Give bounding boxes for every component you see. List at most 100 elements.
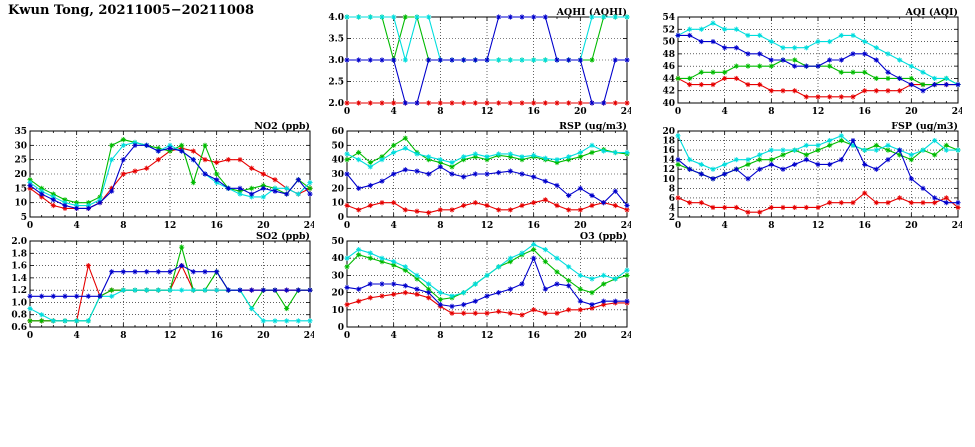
y-tick-label: 2.0 <box>11 237 27 247</box>
x-tick-label: 24 <box>952 107 962 117</box>
x-tick-label: 12 <box>481 107 494 117</box>
y-tick-label: 10 <box>331 306 344 316</box>
y-tick-label: 0.8 <box>11 311 27 321</box>
series-line-red <box>29 147 311 209</box>
y-tick-label: 4 <box>669 203 675 213</box>
x-tick-label: 16 <box>210 331 223 341</box>
series-markers-blue <box>675 137 961 206</box>
x-tick-label: 12 <box>481 221 494 231</box>
plot-frame <box>29 240 311 328</box>
y-tick-label: 0 <box>338 213 344 223</box>
series-markers-blue <box>344 164 630 209</box>
plot-frame <box>677 130 959 218</box>
y-tick-label: 3.0 <box>328 56 344 66</box>
x-tick-label: 20 <box>574 107 587 117</box>
chart-title-o3: O3 (ppb) <box>580 231 627 242</box>
x-tick-label: 12 <box>164 221 177 231</box>
y-tick-label: 0.6 <box>11 323 27 333</box>
y-tick-label: 15 <box>14 184 27 194</box>
plot-so2: 0.6 0.8 1.0 1.2 1.4 1.6 1.8 2.0 0 4 8 12 16 20 24 SO2 (… <box>11 231 316 341</box>
chart-aqhi: 2.0 2.5 3.0 3.5 4.0 0 4 8 12 16 20 24 AQHI (AQHI) <box>321 6 633 118</box>
x-tick-label: 20 <box>905 107 918 117</box>
y-tick-label: 2 <box>669 213 675 223</box>
x-tick-label: 0 <box>344 107 350 117</box>
x-tick-label: 20 <box>257 331 270 341</box>
x-tick-label: 24 <box>621 221 631 231</box>
y-tick-label: 46 <box>662 62 675 72</box>
y-tick-label: 10 <box>331 199 344 209</box>
y-tick-label: 42 <box>662 87 675 97</box>
x-tick-label: 24 <box>621 331 631 341</box>
x-tick-label: 8 <box>120 221 126 231</box>
y-tick-label: 40 <box>662 99 675 109</box>
chart-so2: 0.6 0.8 1.0 1.2 1.4 1.6 1.8 2.0 0 4 8 12 16 20 24 SO2 (… <box>4 230 316 342</box>
y-tick-label: 6 <box>669 194 675 204</box>
x-tick-label: 24 <box>304 221 314 231</box>
series-markers-blue <box>27 262 313 299</box>
chart-title-no2: NO2 (ppb) <box>254 121 310 132</box>
y-tick-label: 30 <box>331 271 344 281</box>
series-markers-cyan <box>344 241 630 299</box>
y-tick-label: 20 <box>14 170 27 180</box>
x-tick-label: 4 <box>391 331 397 341</box>
y-tick-label: 1.0 <box>11 298 27 308</box>
y-tick-label: 25 <box>14 156 27 166</box>
y-tick-label: 1.4 <box>11 274 27 284</box>
y-tick-label: 20 <box>662 127 675 137</box>
y-tick-label: 18 <box>662 137 675 147</box>
x-tick-label: 4 <box>391 221 397 231</box>
y-tick-label: 3.5 <box>328 35 344 45</box>
x-tick-label: 24 <box>621 107 631 117</box>
plot-frame <box>346 240 628 328</box>
y-tick-label: 20 <box>331 289 344 299</box>
y-tick-label: 10 <box>14 199 27 209</box>
series-markers-blue <box>344 255 630 309</box>
x-tick-label: 8 <box>120 331 126 341</box>
y-tick-label: 8 <box>669 184 675 194</box>
x-tick-label: 16 <box>210 221 223 231</box>
x-tick-label: 0 <box>344 221 350 231</box>
y-tick-label: 30 <box>331 170 344 180</box>
x-tick-label: 12 <box>481 331 494 341</box>
chart-no2: 5 10 15 20 25 30 35 0 4 8 12 16 20 24 NO2 (ppb) <box>4 120 316 232</box>
y-tick-label: 16 <box>662 146 675 156</box>
chart-aqi: 40 42 44 46 48 50 52 54 0 4 8 12 16 20 24 AQI (AQI) <box>652 6 964 118</box>
y-tick-label: 50 <box>662 38 675 48</box>
x-tick-label: 24 <box>304 331 314 341</box>
y-tick-label: 10 <box>662 175 675 185</box>
y-tick-label: 52 <box>662 25 675 35</box>
x-tick-label: 4 <box>722 221 728 231</box>
x-tick-label: 0 <box>675 221 681 231</box>
plot-no2: 5 10 15 20 25 30 35 0 4 8 12 16 20 24 NO2 (ppb) <box>14 121 316 231</box>
chart-title-aqhi: AQHI (AQHI) <box>556 7 627 18</box>
chart-title-aqi: AQI (AQI) <box>905 7 958 18</box>
y-tick-label: 30 <box>14 141 27 151</box>
y-tick-label: 54 <box>662 13 675 23</box>
x-tick-label: 16 <box>527 107 540 117</box>
plot-rsp: 0 10 20 30 40 50 60 0 4 8 12 16 20 24 RSP (ug/m3) <box>331 121 633 231</box>
y-tick-label: 40 <box>331 254 344 264</box>
x-tick-label: 16 <box>527 331 540 341</box>
y-tick-label: 2.5 <box>328 78 344 88</box>
x-tick-label: 16 <box>527 221 540 231</box>
chart-rsp: 0 10 20 30 40 50 60 0 4 8 12 16 20 24 RSP (ug/m3) <box>321 120 633 232</box>
x-tick-label: 0 <box>27 221 33 231</box>
chart-title-rsp: RSP (ug/m3) <box>559 121 627 132</box>
x-tick-label: 4 <box>722 107 728 117</box>
x-tick-label: 8 <box>768 107 774 117</box>
y-tick-label: 1.6 <box>11 262 27 272</box>
plot-o3: 0 10 20 30 40 50 0 4 8 12 16 20 24 O3 (ppb) <box>331 231 633 341</box>
plot-aqhi: 2.0 2.5 3.0 3.5 4.0 0 4 8 12 16 20 24 AQHI (AQHI) <box>328 7 633 117</box>
chart-fsp: 2 4 6 8 10 12 14 16 18 20 0 4 8 12 16 20 24 FSP (ug/m3) <box>652 120 964 232</box>
x-tick-label: 0 <box>675 107 681 117</box>
x-tick-label: 8 <box>437 107 443 117</box>
y-tick-label: 40 <box>331 156 344 166</box>
x-tick-label: 0 <box>27 331 33 341</box>
x-tick-label: 0 <box>344 331 350 341</box>
y-tick-label: 48 <box>662 50 675 60</box>
y-tick-label: 44 <box>662 74 675 84</box>
x-tick-label: 4 <box>74 331 80 341</box>
x-tick-label: 20 <box>905 221 918 231</box>
